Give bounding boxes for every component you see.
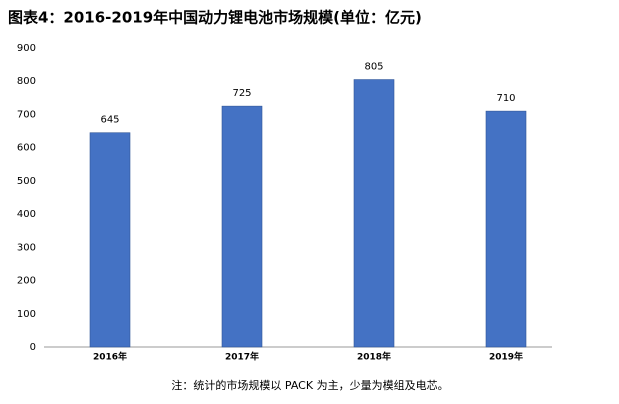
value-label: 645: [100, 115, 119, 126]
value-label: 725: [232, 88, 251, 99]
bar: [353, 79, 395, 348]
y-tick-label: 700: [17, 109, 36, 120]
y-tick-label: 100: [17, 309, 36, 320]
y-tick-label: 600: [17, 143, 36, 154]
y-tick-label: 200: [17, 276, 36, 287]
bar: [485, 110, 527, 348]
note: 注：统计的市场规模以 PACK 为主，少量为模组及电芯。: [171, 378, 448, 392]
x-tick-label: 2017年: [225, 351, 259, 363]
y-tick-label: 800: [17, 76, 36, 87]
y-tick-label: 900: [17, 43, 36, 54]
y-tick-label: 0: [30, 342, 36, 353]
value-label: 805: [364, 62, 383, 73]
value-label: 710: [496, 93, 515, 104]
x-tick-label: 2016年: [93, 351, 127, 363]
y-tick-label: 300: [17, 242, 36, 253]
bar: [89, 132, 131, 348]
x-tick-label: 2019年: [489, 351, 523, 363]
x-tick-label: 2018年: [357, 351, 391, 363]
y-tick-label: 400: [17, 209, 36, 220]
y-tick-label: 500: [17, 176, 36, 187]
chart-title: 图表4：2016-2019年中国动力锂电池市场规模(单位：亿元): [8, 9, 422, 27]
bar: [221, 105, 263, 348]
